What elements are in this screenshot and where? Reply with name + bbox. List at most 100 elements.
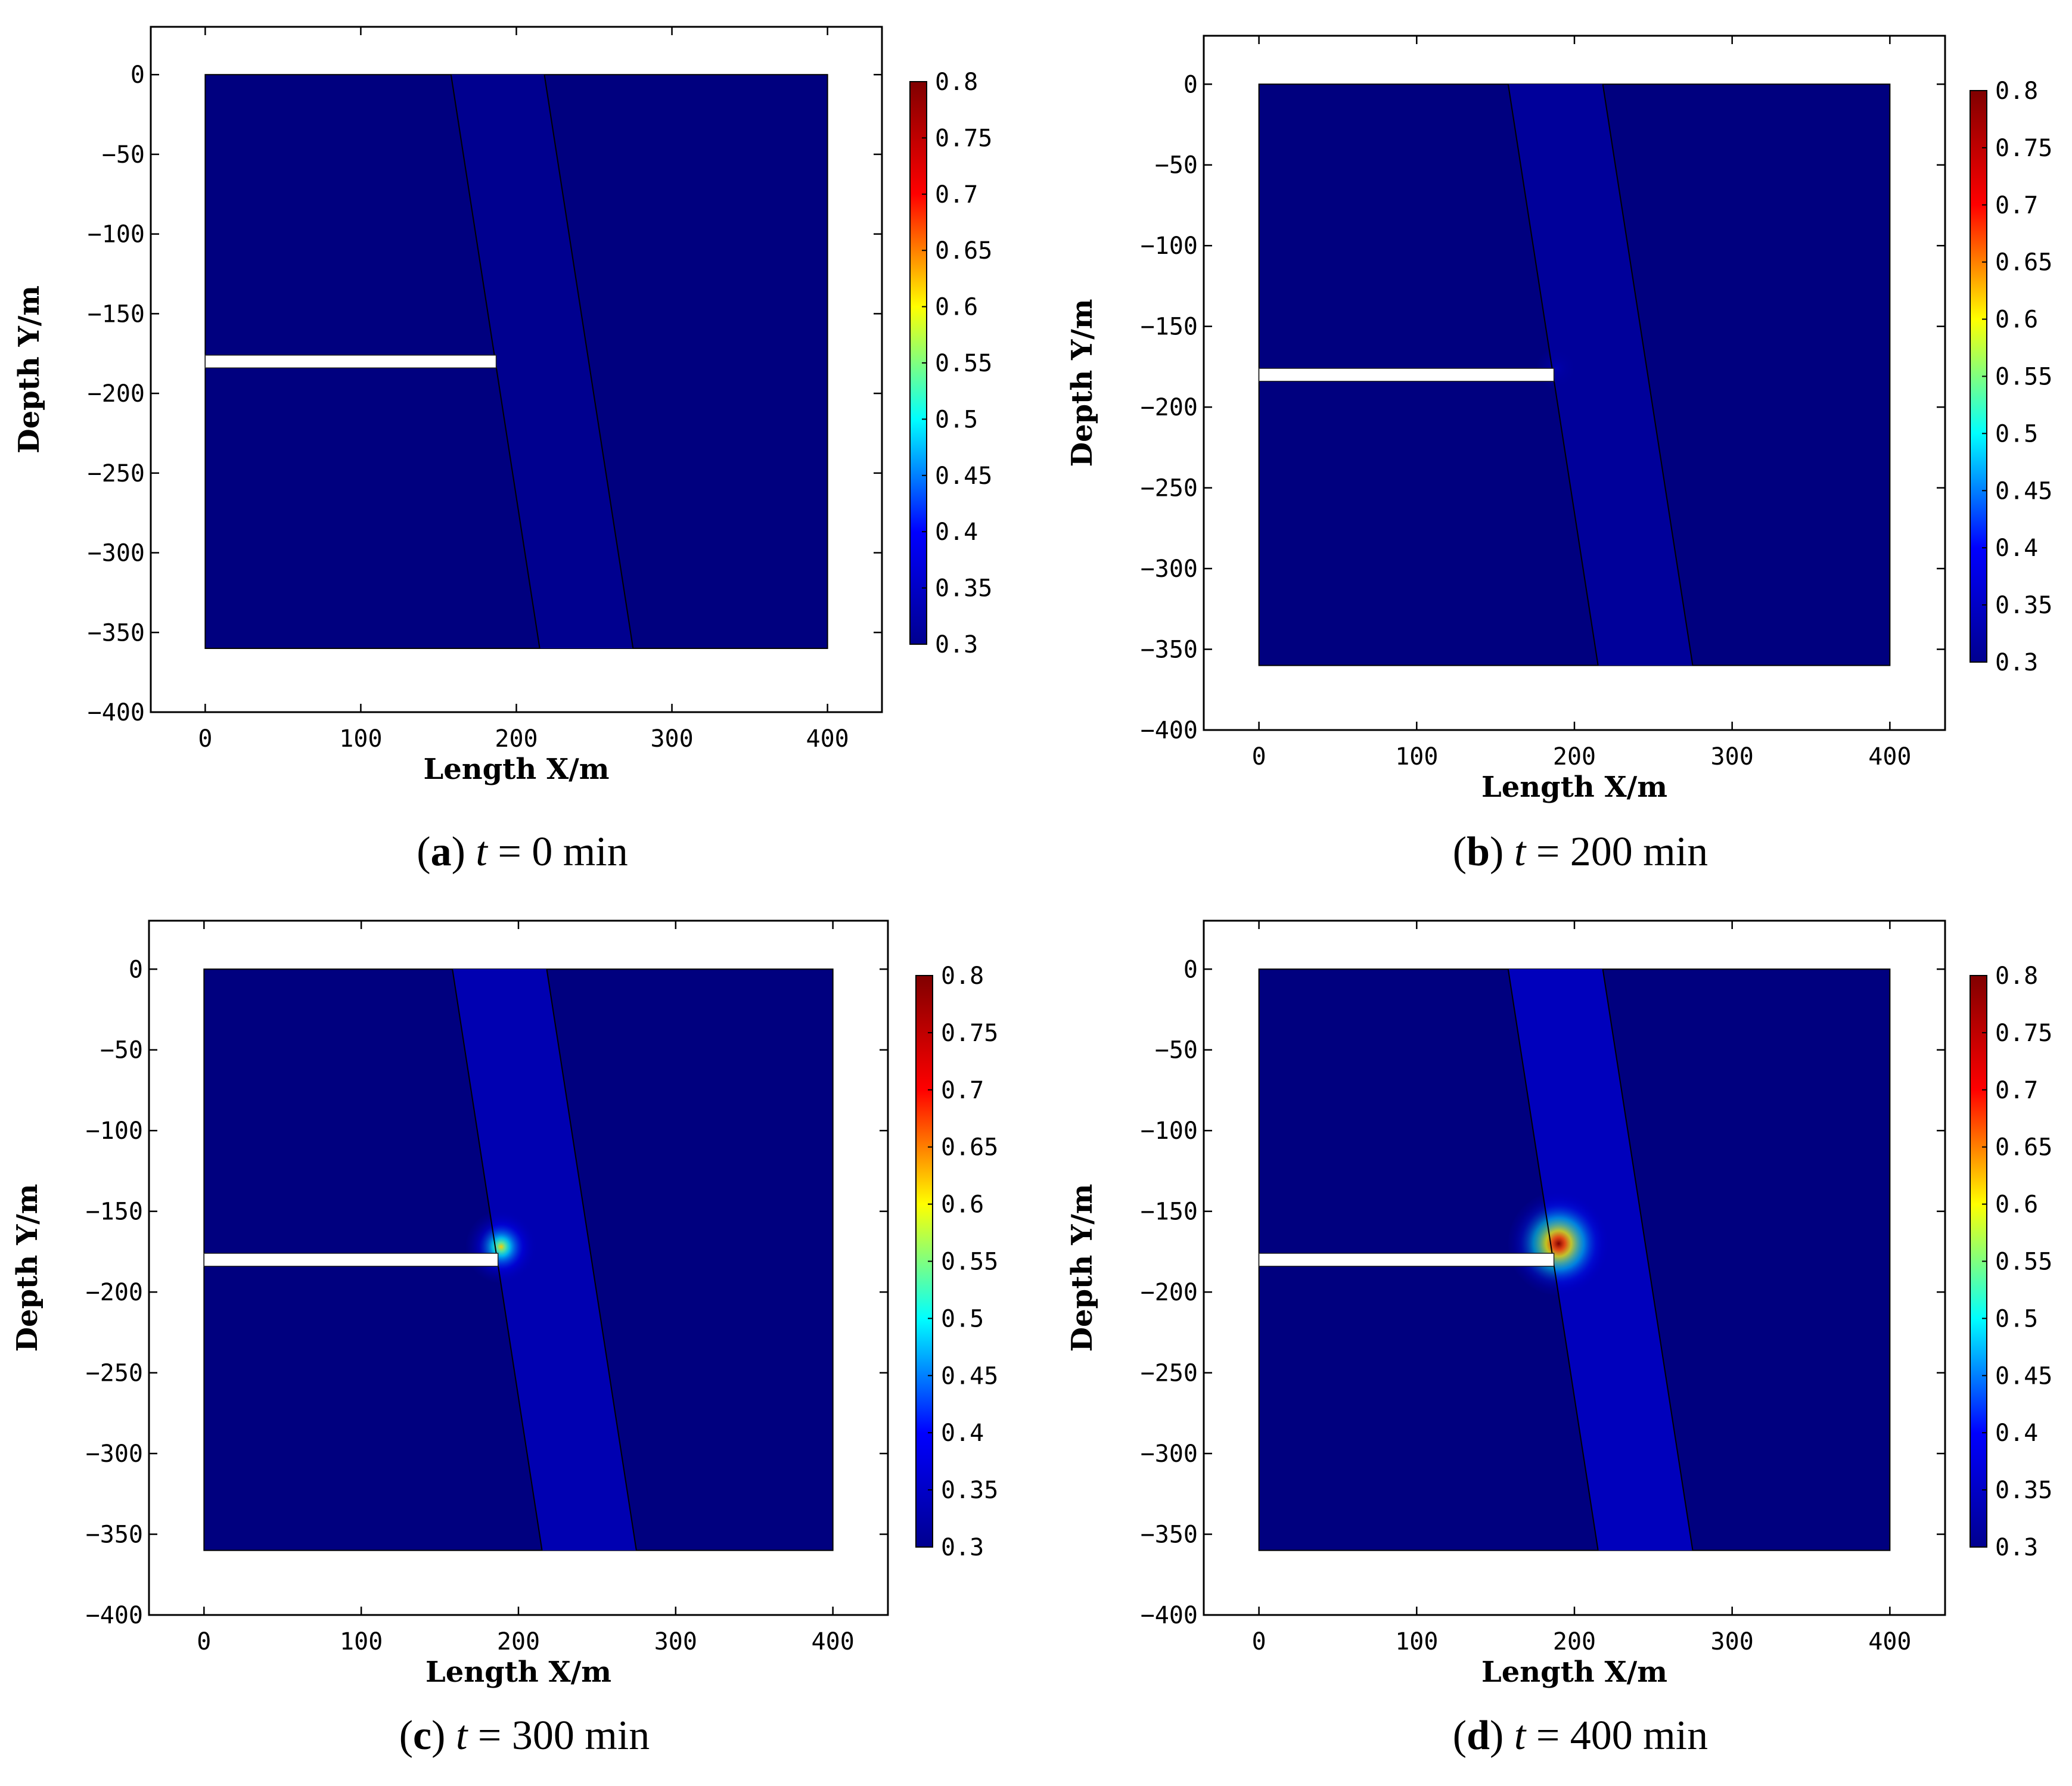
y-tick-label: −250 bbox=[1141, 475, 1198, 502]
y-tick-label: −300 bbox=[1141, 555, 1198, 583]
colorbar-tick-label: 0.55 bbox=[935, 350, 992, 377]
x-tick-label: 400 bbox=[812, 1628, 855, 1655]
y-tick-label: −100 bbox=[88, 221, 145, 249]
colorbar-tick-label: 0.65 bbox=[1995, 249, 2052, 277]
y-tick-label: 0 bbox=[131, 61, 145, 89]
colorbar-tick-label: 0.65 bbox=[941, 1134, 998, 1161]
colorbar-tick-label: 0.8 bbox=[1995, 962, 2038, 990]
x-axis-label: Length X/m bbox=[423, 753, 609, 786]
y-tick-label: −400 bbox=[88, 699, 145, 726]
colorbar-tick-label: 0.7 bbox=[935, 181, 978, 209]
panel-d: 0 100 200 300 400 0 −50 −100 −150 −200 −250 −300 −35… bbox=[1065, 920, 2052, 1759]
y-tick-label: −150 bbox=[86, 1198, 143, 1226]
y-tick-label: −150 bbox=[1141, 1198, 1198, 1226]
colorbar-tick-label: 0.55 bbox=[1995, 364, 2052, 391]
hotspot-group bbox=[465, 1210, 537, 1283]
x-tick-label: 300 bbox=[650, 725, 693, 753]
y-tick-label: −400 bbox=[1141, 1602, 1198, 1629]
y-tick-label: 0 bbox=[1183, 956, 1198, 983]
y-tick-label: −100 bbox=[1141, 232, 1198, 260]
y-tick-label: −350 bbox=[88, 619, 145, 647]
colorbar-tick-label: 0.45 bbox=[1995, 1362, 2052, 1390]
panel-c: 0 100 200 300 400 0 −50 −100 −150 −200 −250 −300 −35… bbox=[11, 920, 998, 1759]
y-tick-label: −350 bbox=[1141, 1521, 1198, 1549]
colorbar-tick-label: 0.7 bbox=[1995, 1077, 2038, 1104]
x-tick-label: 200 bbox=[1553, 743, 1596, 771]
colorbar-tick-label: 0.3 bbox=[941, 1534, 984, 1561]
y-tick-label: −350 bbox=[1141, 636, 1198, 664]
colorbar-tick-label: 0.7 bbox=[1995, 192, 2038, 219]
colorbar-tick-label: 0.6 bbox=[1995, 306, 2038, 334]
y-axis-label: Depth Y/m bbox=[11, 1184, 44, 1352]
borehole bbox=[1258, 368, 1555, 382]
y-tick-label: −100 bbox=[1141, 1117, 1198, 1145]
x-tick-label: 100 bbox=[340, 1628, 383, 1655]
y-tick-label: −200 bbox=[1141, 394, 1198, 421]
hotspot bbox=[1508, 1192, 1610, 1296]
colorbar-tick-label: 0.75 bbox=[935, 125, 992, 152]
colorbar-tick-label: 0.6 bbox=[941, 1191, 984, 1219]
colorbar-tick-label: 0.8 bbox=[1995, 77, 2038, 105]
x-tick-label: 0 bbox=[1252, 743, 1266, 771]
borehole bbox=[1258, 1253, 1555, 1267]
colorbar-tick-label: 0.4 bbox=[1995, 1420, 2038, 1447]
y-tick-label: 0 bbox=[129, 956, 143, 983]
y-axis-label: Depth Y/m bbox=[13, 285, 46, 454]
panel-b: 0 100 200 300 400 0 −50 −100 −150 −200 −250 −300 −35… bbox=[1065, 35, 2052, 875]
colorbar-tick-label: 0.7 bbox=[941, 1077, 984, 1104]
borehole bbox=[203, 1253, 499, 1267]
colorbar-tick-label: 0.65 bbox=[935, 237, 992, 265]
colorbar-tick-label: 0.75 bbox=[941, 1020, 998, 1047]
x-tick-label: 400 bbox=[1868, 1628, 1911, 1655]
x-tick-label: 300 bbox=[1711, 1628, 1754, 1655]
colorbar-tick-label: 0.3 bbox=[1995, 649, 2038, 676]
panel-caption: (d) t = 400 min bbox=[1453, 1713, 1708, 1759]
colorbar-tick-label: 0.45 bbox=[1995, 477, 2052, 505]
x-tick-label: 200 bbox=[497, 1628, 540, 1655]
panel-a: 0 100 200 300 400 0 −50 −100 −150 −200 −250 −300 −35… bbox=[13, 26, 992, 875]
x-axis-label: Length X/m bbox=[1481, 1655, 1667, 1689]
y-tick-label: −50 bbox=[100, 1037, 143, 1064]
fault-zone bbox=[451, 74, 633, 648]
x-axis-label: Length X/m bbox=[425, 1655, 611, 1689]
y-tick-label: −200 bbox=[1141, 1279, 1198, 1306]
y-tick-label: −250 bbox=[1141, 1360, 1198, 1387]
y-axis-label: Depth Y/m bbox=[1065, 299, 1099, 467]
x-axis-label: Length X/m bbox=[1481, 771, 1667, 804]
colorbar-tick-label: 0.5 bbox=[941, 1305, 984, 1332]
colorbar-tick-label: 0.55 bbox=[1995, 1248, 2052, 1276]
colorbar-tick-label: 0.45 bbox=[935, 462, 992, 490]
y-tick-label: −150 bbox=[88, 300, 145, 328]
x-tick-label: 200 bbox=[1553, 1628, 1596, 1655]
colorbar-tick-label: 0.5 bbox=[935, 406, 978, 433]
fault-line-right bbox=[546, 969, 637, 1551]
colorbar-tick-label: 0.8 bbox=[941, 962, 984, 990]
y-tick-label: 0 bbox=[1183, 71, 1198, 98]
x-tick-label: 300 bbox=[1711, 743, 1754, 771]
colorbar-tick-label: 0.55 bbox=[941, 1248, 998, 1276]
panel-caption: (a) t = 0 min bbox=[417, 829, 627, 875]
colorbar-tick-label: 0.75 bbox=[1995, 1020, 2052, 1047]
fault-line-right bbox=[1602, 84, 1694, 666]
y-tick-label: −200 bbox=[86, 1279, 143, 1306]
y-tick-label: −100 bbox=[86, 1117, 143, 1145]
x-tick-label: 400 bbox=[1868, 743, 1911, 771]
y-tick-label: −400 bbox=[1141, 717, 1198, 744]
x-tick-label: 0 bbox=[1252, 1628, 1266, 1655]
y-tick-label: −250 bbox=[88, 460, 145, 487]
y-axis-label: Depth Y/m bbox=[1065, 1184, 1099, 1352]
x-tick-label: 0 bbox=[198, 725, 212, 753]
x-tick-label: 100 bbox=[339, 725, 382, 753]
fault-line-right bbox=[1602, 969, 1694, 1551]
colorbar-tick-label: 0.3 bbox=[935, 631, 978, 659]
y-tick-label: −200 bbox=[88, 380, 145, 408]
colorbar-tick-label: 0.45 bbox=[941, 1362, 998, 1390]
colorbar-tick-label: 0.3 bbox=[1995, 1534, 2038, 1561]
y-tick-label: −50 bbox=[1155, 152, 1198, 179]
y-tick-label: −250 bbox=[86, 1360, 143, 1387]
borehole bbox=[204, 355, 497, 369]
colorbar-tick-label: 0.35 bbox=[935, 575, 992, 602]
colorbar-tick-label: 0.75 bbox=[1995, 135, 2052, 162]
colorbar-tick-label: 0.4 bbox=[941, 1420, 984, 1447]
